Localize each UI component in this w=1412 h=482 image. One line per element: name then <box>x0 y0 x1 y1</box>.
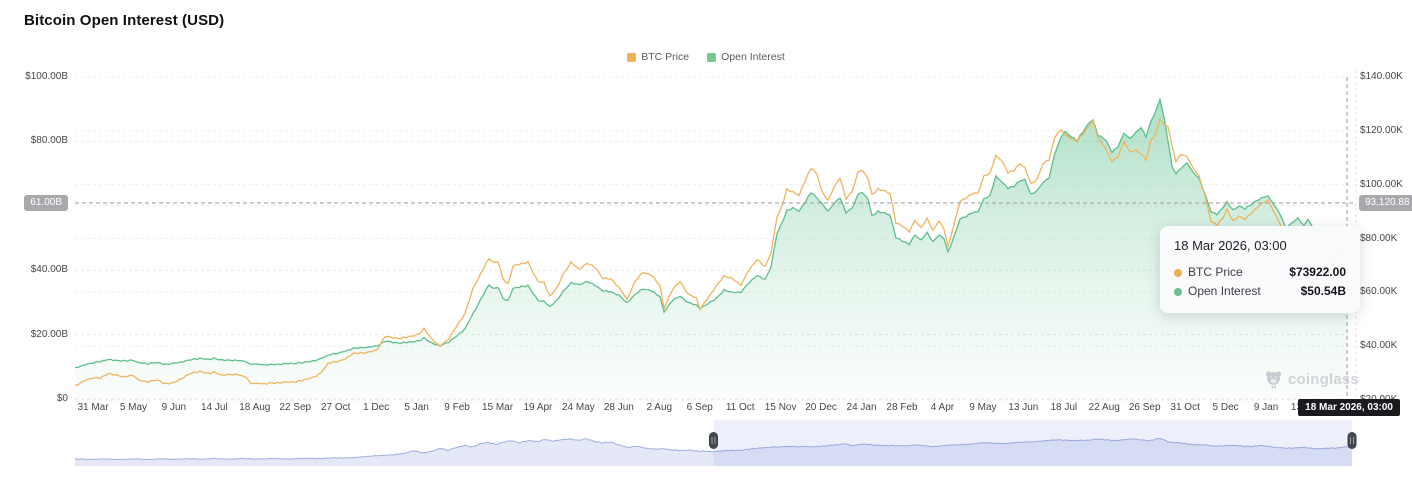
right-axis-tick: $120.00K <box>1360 124 1403 136</box>
series <box>74 96 1348 401</box>
x-axis-tick: 18 Jul <box>1050 402 1078 413</box>
gridlines <box>75 70 1357 401</box>
x-axis-tick: 22 Aug <box>1088 402 1120 413</box>
tooltip-value-open-interest: $50.54B <box>1300 284 1346 298</box>
navigator-right-handle[interactable] <box>1347 432 1357 449</box>
left-axis-crosshair-badge: 61.00B <box>24 195 68 211</box>
x-axis-tick: 5 Jan <box>404 402 429 413</box>
x-axis-tick: 18 Aug <box>239 402 271 413</box>
x-axis-tick: 24 May <box>561 402 595 413</box>
x-axis-tick: 13 Jun <box>1008 402 1039 413</box>
left-axis-tick: $80.00B <box>30 135 68 147</box>
right-axis-tick: $140.00K <box>1360 71 1403 82</box>
x-axis-tick: 15 Mar <box>481 402 514 413</box>
btc-price-dot-icon <box>1174 268 1182 277</box>
open-interest-line <box>74 96 1348 369</box>
legend-item-btc-price[interactable]: BTC Price <box>627 51 689 63</box>
right-axis-tick: $80.00K <box>1360 232 1398 244</box>
tooltip-row-btc-price: BTC Price $73922.00 <box>1174 263 1346 282</box>
right-axis-tick: $60.00K <box>1360 286 1398 298</box>
x-axis-tick: 9 Feb <box>444 402 470 413</box>
open-interest-area <box>75 99 1347 401</box>
navigator-selected-region[interactable] <box>713 420 1353 466</box>
left-axis-tick: $0 <box>56 393 68 404</box>
x-axis-tick: 31 Oct <box>1170 402 1200 413</box>
x-axis-tick: 9 Jun <box>161 402 187 413</box>
open-interest-dot-icon <box>1174 287 1182 296</box>
x-axis-tick: 22 Sep <box>279 402 312 413</box>
open-interest-swatch-icon <box>707 52 717 62</box>
x-axis-tick: 6 Sep <box>686 402 713 413</box>
x-axis-tick: 28 Jun <box>603 402 634 413</box>
legend-item-open-interest[interactable]: Open Interest <box>707 51 785 63</box>
tooltip: 18 Mar 2026, 03:00 BTC Price $73922.00 O… <box>1160 226 1360 313</box>
x-axis-tick: 15 Nov <box>764 402 797 413</box>
legend: BTC Price Open Interest <box>0 51 1412 63</box>
left-axis-tick: $40.00B <box>30 264 68 276</box>
x-axis-tick: 20 Dec <box>805 402 837 413</box>
x-axis-tick: 24 Jan <box>846 402 877 413</box>
x-axis-tick: 14 Jul <box>201 402 228 413</box>
x-axis-tick: 11 Oct <box>725 402 755 413</box>
x-axis-tick: 2 Aug <box>646 402 673 413</box>
x-axis-tick: 31 Mar <box>77 402 109 413</box>
tooltip-row-open-interest: Open Interest $50.54B <box>1174 282 1346 301</box>
left-axis-tick: $20.00B <box>30 328 68 340</box>
tooltip-value-btc-price: $73922.00 <box>1289 265 1346 279</box>
x-axis-tick: 5 May <box>119 402 148 413</box>
btc-price-line <box>74 118 1348 387</box>
navigator[interactable] <box>74 420 1357 466</box>
page-title: Bitcoin Open Interest (USD) <box>24 12 225 29</box>
navigator-left-handle[interactable] <box>709 432 718 449</box>
x-axis-tick: 9 May <box>969 402 997 413</box>
right-axis-tick: $40.00K <box>1360 340 1398 352</box>
navigator-area <box>75 438 1352 466</box>
tooltip-name-open-interest: Open Interest <box>1174 282 1261 301</box>
x-axis-tick: 27 Oct <box>320 402 351 413</box>
right-axis-crosshair-badge: 93,120.88 <box>1359 195 1412 211</box>
legend-label-btc-price: BTC Price <box>641 51 690 63</box>
x-axis-tick: 26 Sep <box>1128 402 1161 413</box>
coinglass-bear-icon <box>1265 371 1282 389</box>
x-axis-tick: 1 Dec <box>363 402 390 413</box>
x-axis-tick: 4 Apr <box>930 402 955 413</box>
coinglass-watermark: coinglass <box>1264 369 1359 389</box>
x-axis-tick: 5 Dec <box>1212 402 1239 413</box>
right-axis-tick: $100.00K <box>1360 178 1403 190</box>
x-axis-tick: 28 Feb <box>886 402 918 413</box>
legend-label-open-interest: Open Interest <box>721 51 785 63</box>
navigator-line <box>74 438 1353 461</box>
x-axis-tick: 19 Apr <box>523 402 553 413</box>
tooltip-name-btc-price: BTC Price <box>1174 263 1243 282</box>
watermark-text: coinglass <box>1288 370 1359 388</box>
btc-price-swatch-icon <box>627 52 637 62</box>
date-crosshair-badge: 18 Mar 2026, 03:00 <box>1298 399 1400 416</box>
tooltip-date: 18 Mar 2026, 03:00 <box>1174 238 1287 253</box>
x-axis-tick: 9 Jan <box>1253 402 1279 413</box>
left-axis-tick: $100.00B <box>25 71 68 82</box>
